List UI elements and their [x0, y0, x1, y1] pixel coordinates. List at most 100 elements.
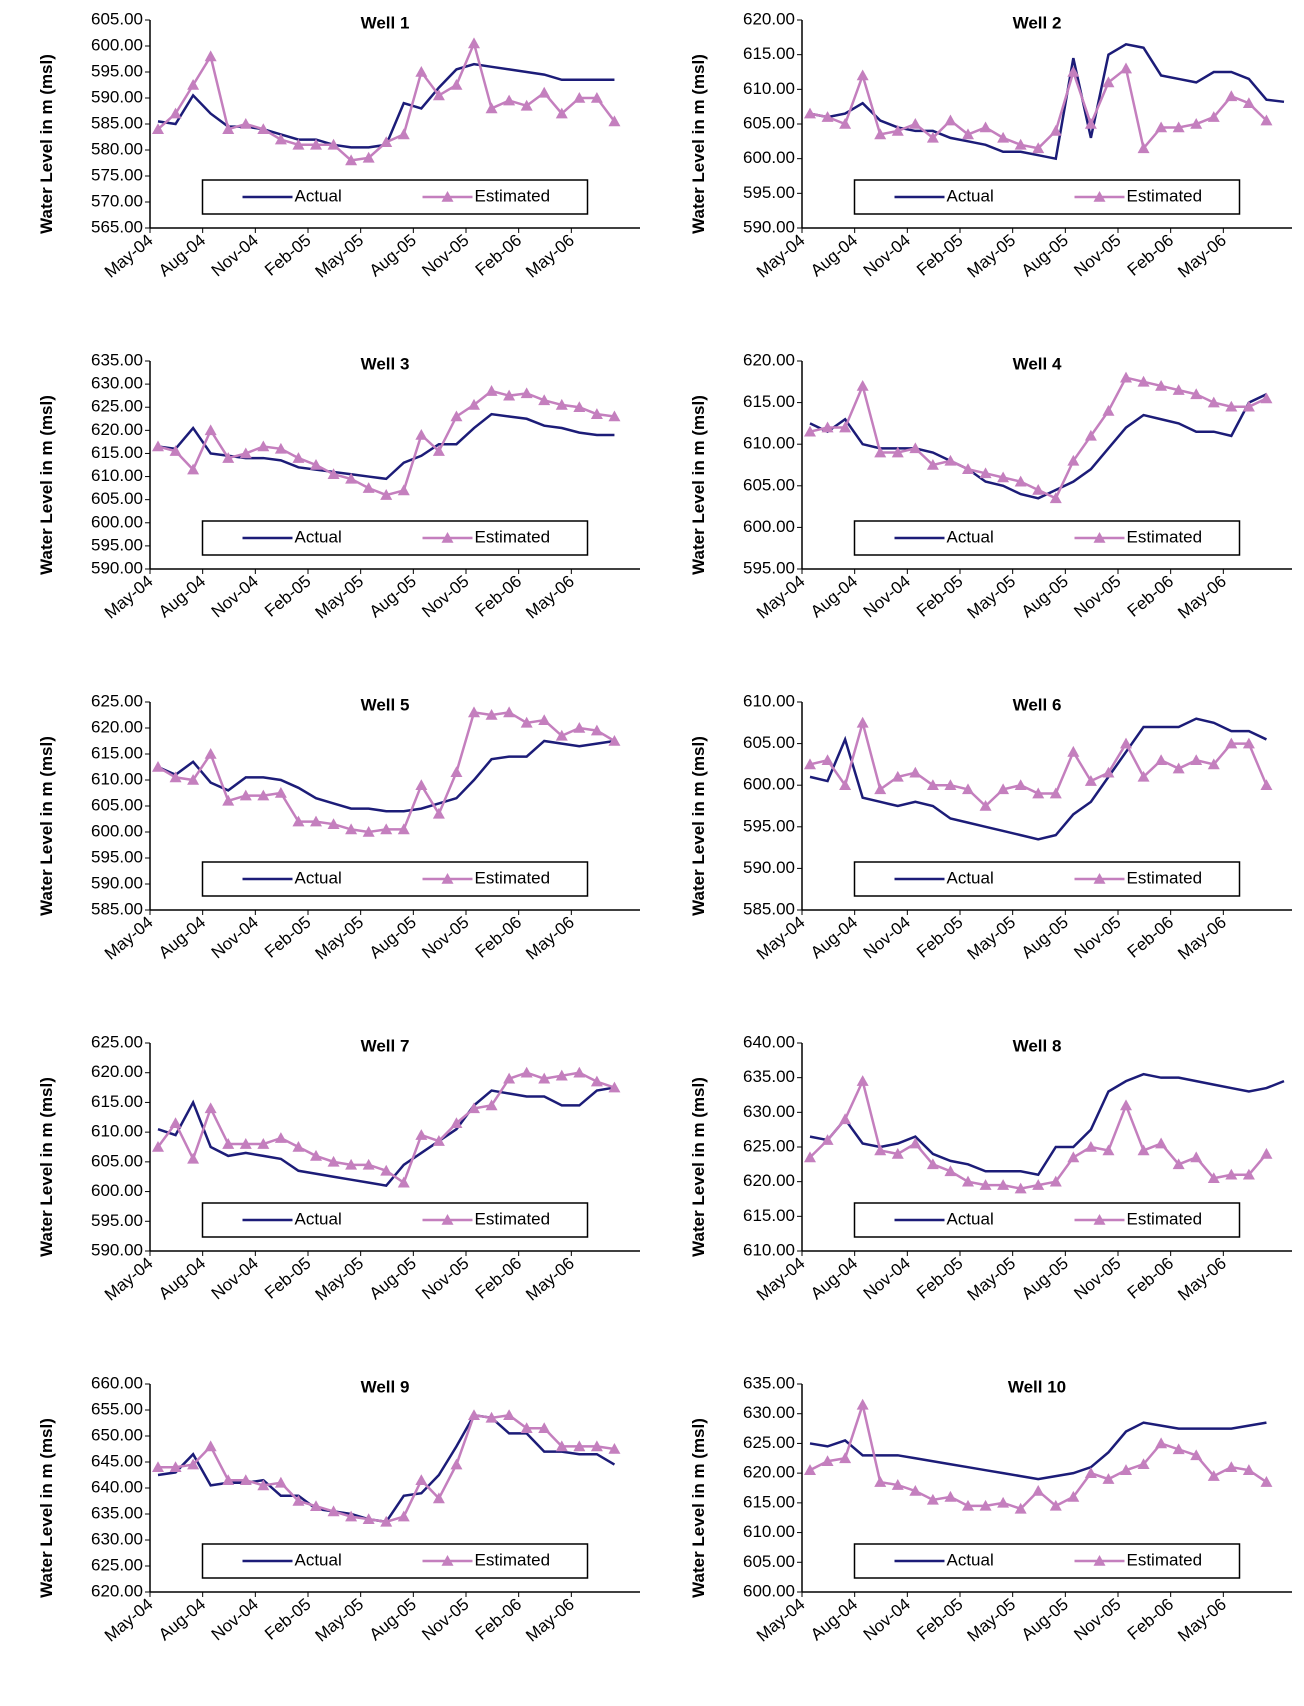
point-marker [538, 714, 551, 725]
point-marker [380, 1164, 393, 1176]
point-marker [1225, 737, 1238, 749]
legend-label: Actual [947, 868, 994, 887]
point-marker [555, 107, 568, 119]
point-marker [962, 1499, 974, 1511]
legend-label: Estimated [1127, 186, 1203, 205]
point-marker [1067, 1490, 1080, 1502]
legend-label: Actual [295, 186, 342, 205]
point-marker [380, 1515, 393, 1527]
y-tick-label: 610.00 [91, 769, 143, 788]
y-tick-label: 615.00 [743, 44, 795, 63]
point-marker [1120, 62, 1132, 74]
y-tick-label: 570.00 [91, 191, 143, 210]
legend-marker [441, 1555, 454, 1566]
y-tick-label: 600.00 [743, 1581, 795, 1600]
point-marker [257, 789, 270, 801]
point-marker [503, 706, 516, 718]
point-marker [345, 154, 358, 166]
point-marker [1207, 758, 1220, 770]
x-tick-label: May-04 [101, 913, 157, 964]
y-tick-label: 610.00 [91, 466, 143, 485]
y-axis-title: Water Level in m (msl) [689, 736, 708, 916]
y-tick-label: 610.00 [91, 1122, 143, 1141]
legend-label: Actual [295, 527, 342, 546]
y-tick-label: 595.00 [91, 535, 143, 554]
point-marker [962, 128, 974, 140]
legend-label: Estimated [475, 1550, 551, 1569]
point-marker [432, 1135, 445, 1146]
series-line [157, 1086, 615, 1187]
point-marker [239, 789, 252, 801]
x-tick-label: May-06 [522, 231, 578, 282]
y-tick-label: 630.00 [743, 1403, 795, 1422]
x-tick-label: May-04 [101, 1254, 157, 1305]
point-marker [310, 138, 322, 150]
point-marker [1155, 121, 1168, 133]
point-marker [1067, 454, 1080, 466]
chart-title: Well 5 [361, 695, 410, 714]
series-line [157, 62, 615, 149]
point-marker [962, 783, 974, 795]
point-marker [1032, 1179, 1045, 1190]
point-marker [415, 1129, 428, 1140]
point-marker [821, 421, 834, 433]
x-tick-label: May-05 [312, 913, 368, 964]
point-marker [1137, 770, 1150, 782]
chart-panel: 590.00 595.00 600.00 605.00 610.00 615.00 620.… [689, 9, 1292, 282]
chart-panel: 585.00 590.00 595.00 600.00 605.00 610.00 615.… [37, 691, 640, 964]
point-marker [520, 1422, 533, 1433]
y-axis-title: Water Level in m (msl) [37, 54, 56, 234]
chart-panel: 600.00 605.00 610.00 615.00 620.00 625.00 630.… [689, 1373, 1292, 1646]
point-marker [152, 440, 164, 452]
point-marker [1049, 492, 1062, 504]
x-tick-label: Nov-05 [418, 1595, 472, 1645]
y-tick-label: 600.00 [91, 512, 143, 531]
point-marker [1067, 66, 1080, 77]
point-marker [1102, 404, 1115, 416]
point-marker [169, 107, 182, 119]
y-tick-label: 565.00 [91, 217, 143, 236]
x-tick-label: Feb-05 [261, 913, 314, 962]
chart-panel: 590.00 595.00 600.00 605.00 610.00 615.00 620.… [37, 1032, 640, 1305]
point-marker [187, 1458, 200, 1470]
point-marker [1190, 1151, 1203, 1163]
point-marker [310, 1149, 322, 1161]
y-tick-label: 620.00 [91, 420, 143, 439]
point-marker [608, 115, 621, 127]
x-tick-label: Nov-05 [418, 913, 472, 963]
x-tick-label: May-04 [753, 1254, 809, 1305]
point-marker [468, 706, 480, 718]
point-marker [839, 779, 852, 790]
point-marker [1049, 124, 1062, 136]
x-tick-label: Feb-06 [472, 1254, 525, 1303]
y-tick-label: 610.00 [743, 434, 795, 453]
point-marker [450, 766, 463, 777]
y-tick-label: 605.00 [91, 9, 143, 28]
point-marker [1120, 371, 1132, 383]
point-marker [450, 410, 463, 422]
series-line [809, 393, 1267, 500]
point-marker [274, 442, 287, 454]
point-marker [222, 794, 235, 806]
point-marker [573, 1440, 586, 1452]
y-axis-title: Water Level in m (msl) [689, 54, 708, 234]
point-marker [310, 1500, 322, 1511]
point-marker [1155, 379, 1168, 391]
x-tick-label: May-06 [522, 1254, 578, 1305]
point-marker [1102, 1473, 1115, 1484]
y-tick-label: 615.00 [743, 1492, 795, 1511]
x-tick-label: Aug-04 [155, 231, 209, 281]
y-tick-label: 595.00 [91, 847, 143, 866]
y-tick-label: 605.00 [91, 795, 143, 814]
y-tick-label: 605.00 [743, 1552, 795, 1571]
series-line [809, 1072, 1285, 1177]
point-marker [538, 1072, 551, 1084]
y-tick-label: 635.00 [91, 1503, 143, 1522]
x-tick-label: Feb-06 [1124, 231, 1177, 280]
x-tick-label: Feb-06 [472, 913, 525, 962]
point-marker [204, 1440, 217, 1452]
y-tick-label: 660.00 [91, 1373, 143, 1392]
x-tick-label: Aug-05 [366, 1254, 420, 1304]
x-tick-label: Aug-05 [366, 572, 420, 622]
point-marker [1032, 483, 1045, 495]
